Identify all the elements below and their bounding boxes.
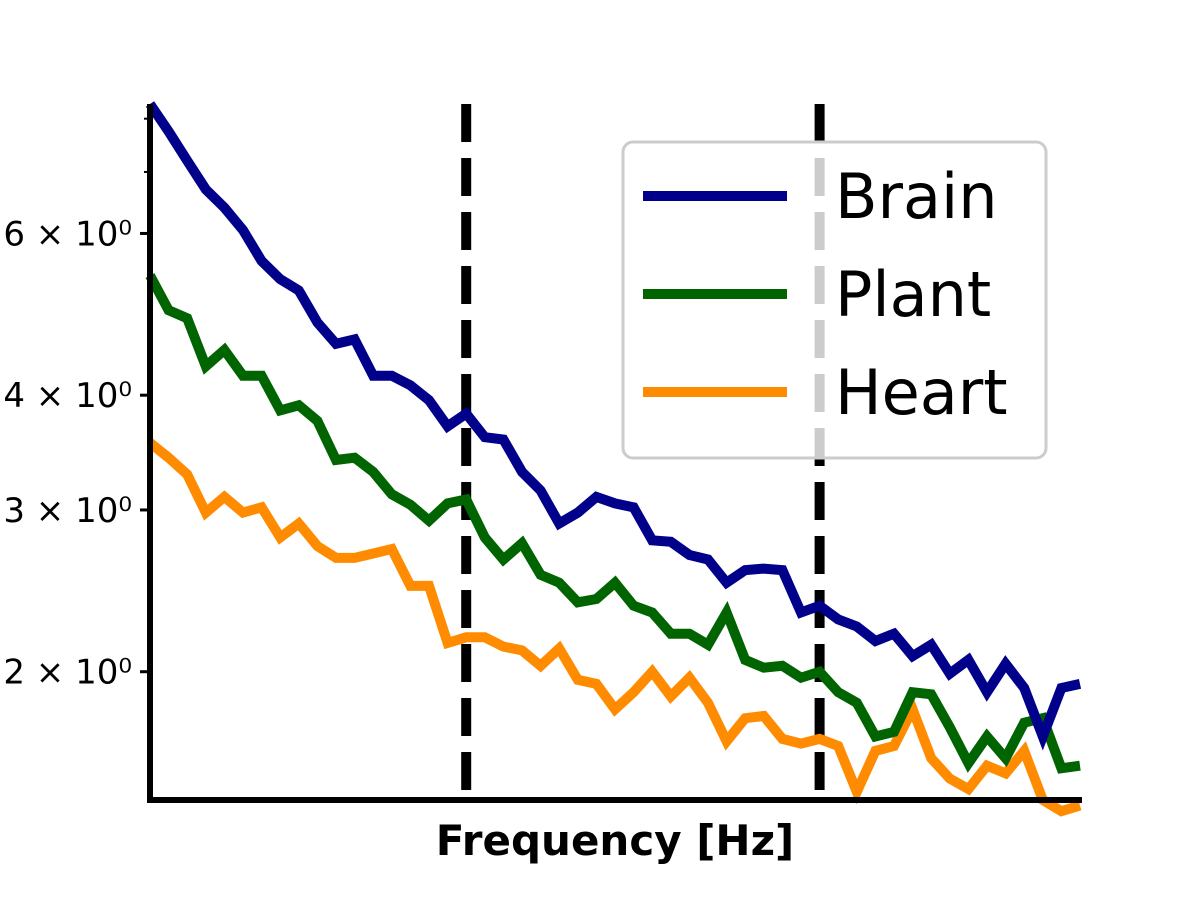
x-axis-label: Frequency [Hz] <box>436 816 794 865</box>
y-tick-label: 4 × 10⁰ <box>3 376 132 416</box>
axes <box>147 104 1082 803</box>
legend-label-brain: Brain <box>835 160 998 233</box>
y-tick-label: 3 × 10⁰ <box>3 491 132 531</box>
legend-frame <box>621 140 1048 460</box>
y-tick-label: 2 × 10⁰ <box>3 653 132 693</box>
y-ticks: 2 × 10⁰ 3 × 10⁰ 4 × 10⁰ 6 × 10⁰ <box>3 117 150 693</box>
series-lines <box>145 101 1082 817</box>
y-tick-label: 6 × 10⁰ <box>3 214 132 254</box>
series-line-heart <box>146 438 1082 817</box>
series-line-brain <box>145 101 1082 751</box>
legend-label-heart: Heart <box>835 356 1008 429</box>
series-line-plant <box>145 273 1081 774</box>
legend-label-plant: Plant <box>835 258 991 331</box>
legend: Brain Plant Heart <box>621 140 1048 460</box>
